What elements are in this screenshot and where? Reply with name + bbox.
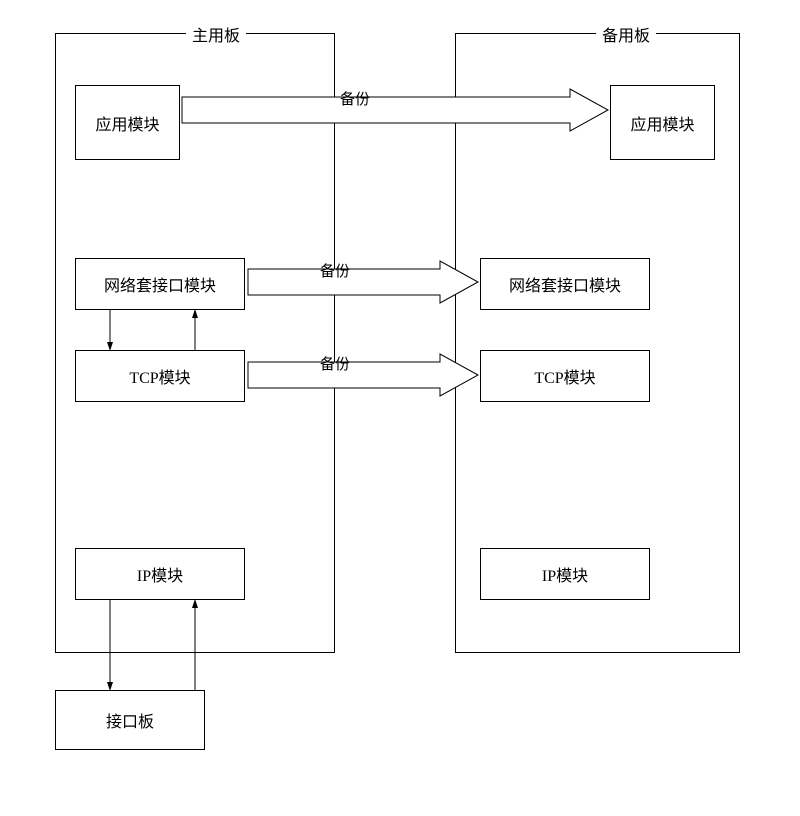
block-arrow-label: 备份 [320, 353, 350, 374]
arrows-layer [0, 0, 800, 816]
block-arrow-label: 备份 [320, 260, 350, 281]
diagram-canvas: 主用板 备用板 应用模块 网络套接口模块 TCP模块 IP模块 接口板 应用模块… [0, 0, 800, 816]
block-arrow-label: 备份 [340, 88, 370, 109]
